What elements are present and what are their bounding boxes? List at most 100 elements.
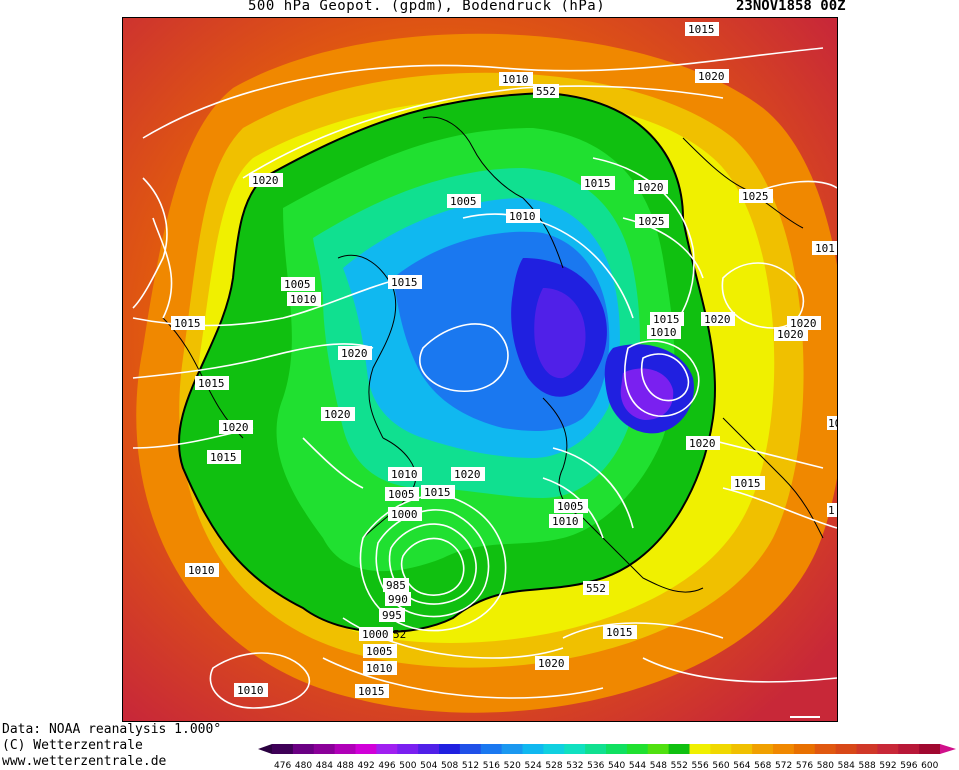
contour-label: 1020 <box>249 173 283 187</box>
svg-text:1010: 1010 <box>391 468 418 481</box>
legend-tick-label: 500 <box>399 761 416 770</box>
svg-text:1020: 1020 <box>222 421 249 434</box>
contour-label: 1005 <box>554 499 588 513</box>
svg-text:1010: 1010 <box>650 326 677 339</box>
contour-label: 1020 <box>634 180 668 194</box>
contour-label: 1020 <box>701 312 735 326</box>
map-canvas: 1015 1010 552 1020 1020 1015 1020 1005 1… <box>123 18 837 721</box>
legend-tick-label: 544 <box>629 761 646 770</box>
legend-swatch <box>501 744 523 754</box>
legend-swatch <box>856 744 878 754</box>
legend-swatch <box>439 744 461 754</box>
svg-text:1020: 1020 <box>252 174 279 187</box>
legend-swatch <box>272 744 294 754</box>
legend-tick-label: 484 <box>316 761 333 770</box>
band-500 <box>620 368 674 420</box>
legend-tick-label: 508 <box>441 761 458 770</box>
legend-tick-label: 480 <box>295 761 312 770</box>
svg-text:1020: 1020 <box>689 437 716 450</box>
contour-label: 102 <box>827 416 837 430</box>
legend-swatch <box>773 744 795 754</box>
contour-label: 1020 <box>338 346 372 360</box>
legend-swatch <box>313 744 336 754</box>
svg-text:1015: 1015 <box>210 451 237 464</box>
svg-text:1020: 1020 <box>777 328 804 341</box>
contour-label: 1005 <box>447 194 481 208</box>
contour-label: 1020 <box>774 327 808 341</box>
legend-swatch <box>835 744 857 754</box>
contour-label: 1010 <box>549 514 583 528</box>
svg-text:1020: 1020 <box>637 181 664 194</box>
legend-tick-label: 564 <box>733 761 750 770</box>
legend-tick-label: 532 <box>566 761 583 770</box>
contour-labels: 1015 1010 552 1020 1020 1015 1020 1005 1… <box>171 22 837 698</box>
contour-label: 552 <box>533 84 559 98</box>
legend-tick-label: 560 <box>712 761 729 770</box>
legend-swatch <box>689 744 711 754</box>
svg-text:1005: 1005 <box>388 488 415 501</box>
svg-text:1010: 1010 <box>290 293 317 306</box>
legend-swatch <box>606 744 628 754</box>
svg-text:995: 995 <box>382 609 402 622</box>
svg-text:1025: 1025 <box>638 215 665 228</box>
legend-tick-label: 592 <box>879 761 896 770</box>
contour-label: 1010 <box>388 467 422 481</box>
contour-label: 1020 <box>695 69 729 83</box>
legend-swatch <box>752 744 774 754</box>
svg-text:1015: 1015 <box>198 377 225 390</box>
legend-swatch <box>355 744 377 754</box>
legend-tick-label: 504 <box>420 761 437 770</box>
legend-arrow-left <box>258 744 272 754</box>
legend-tick-label: 596 <box>900 761 917 770</box>
legend-tick-label: 516 <box>483 761 500 770</box>
legend-swatch <box>731 744 753 754</box>
contour-label: 1025 <box>635 214 669 228</box>
legend-swatch <box>710 744 732 754</box>
legend-swatch <box>459 744 482 754</box>
svg-text:1010: 1010 <box>502 73 529 86</box>
contour-label: 1000 <box>388 507 422 521</box>
legend-swatch <box>418 744 440 754</box>
credit-website: www.wetterzentrale.de <box>2 754 167 769</box>
contour-label: 1015 <box>581 176 615 190</box>
svg-text:1015: 1015 <box>653 313 680 326</box>
svg-text:101: 101 <box>815 242 835 255</box>
contour-label: 1015 <box>355 684 389 698</box>
contour-label: 1025 <box>739 189 773 203</box>
svg-text:1020: 1020 <box>454 468 481 481</box>
legend-tick-label: 572 <box>775 761 792 770</box>
svg-text:102: 102 <box>828 417 837 430</box>
legend-tick-label: 552 <box>671 761 688 770</box>
contour-label: 1015 <box>603 625 637 639</box>
svg-text:1010: 1010 <box>509 210 536 223</box>
contour-label: 1010 <box>506 209 540 223</box>
svg-text:1005: 1005 <box>284 278 311 291</box>
contour-label: 1010 <box>185 563 219 577</box>
contour-label: 1 <box>827 503 837 517</box>
legend-swatch <box>397 744 419 754</box>
contour-label: 1010 <box>287 292 321 306</box>
svg-text:1: 1 <box>828 504 835 517</box>
svg-text:1015: 1015 <box>358 685 385 698</box>
contour-label: 1010 <box>234 683 268 697</box>
contour-label: 1020 <box>686 436 720 450</box>
svg-text:1020: 1020 <box>341 347 368 360</box>
legend-arrow-right <box>940 744 956 754</box>
svg-text:1000: 1000 <box>362 628 389 641</box>
contour-label: 52 <box>393 628 406 641</box>
legend-tick-label: 476 <box>274 761 291 770</box>
legend-swatch <box>292 744 315 754</box>
svg-text:985: 985 <box>386 579 406 592</box>
contour-label: 1020 <box>535 656 569 670</box>
svg-text:1005: 1005 <box>450 195 477 208</box>
legend-swatch <box>814 744 837 754</box>
contour-label: 1010 <box>363 661 397 675</box>
legend-tick-label: 520 <box>504 761 521 770</box>
contour-label: 1020 <box>451 467 485 481</box>
contour-label: 1015 <box>388 275 422 289</box>
contour-label: 1015 <box>195 376 229 390</box>
svg-text:1015: 1015 <box>688 23 715 36</box>
legend-tick-label: 492 <box>358 761 375 770</box>
contour-label: 1005 <box>281 277 315 291</box>
contour-label: 1015 <box>421 485 455 499</box>
